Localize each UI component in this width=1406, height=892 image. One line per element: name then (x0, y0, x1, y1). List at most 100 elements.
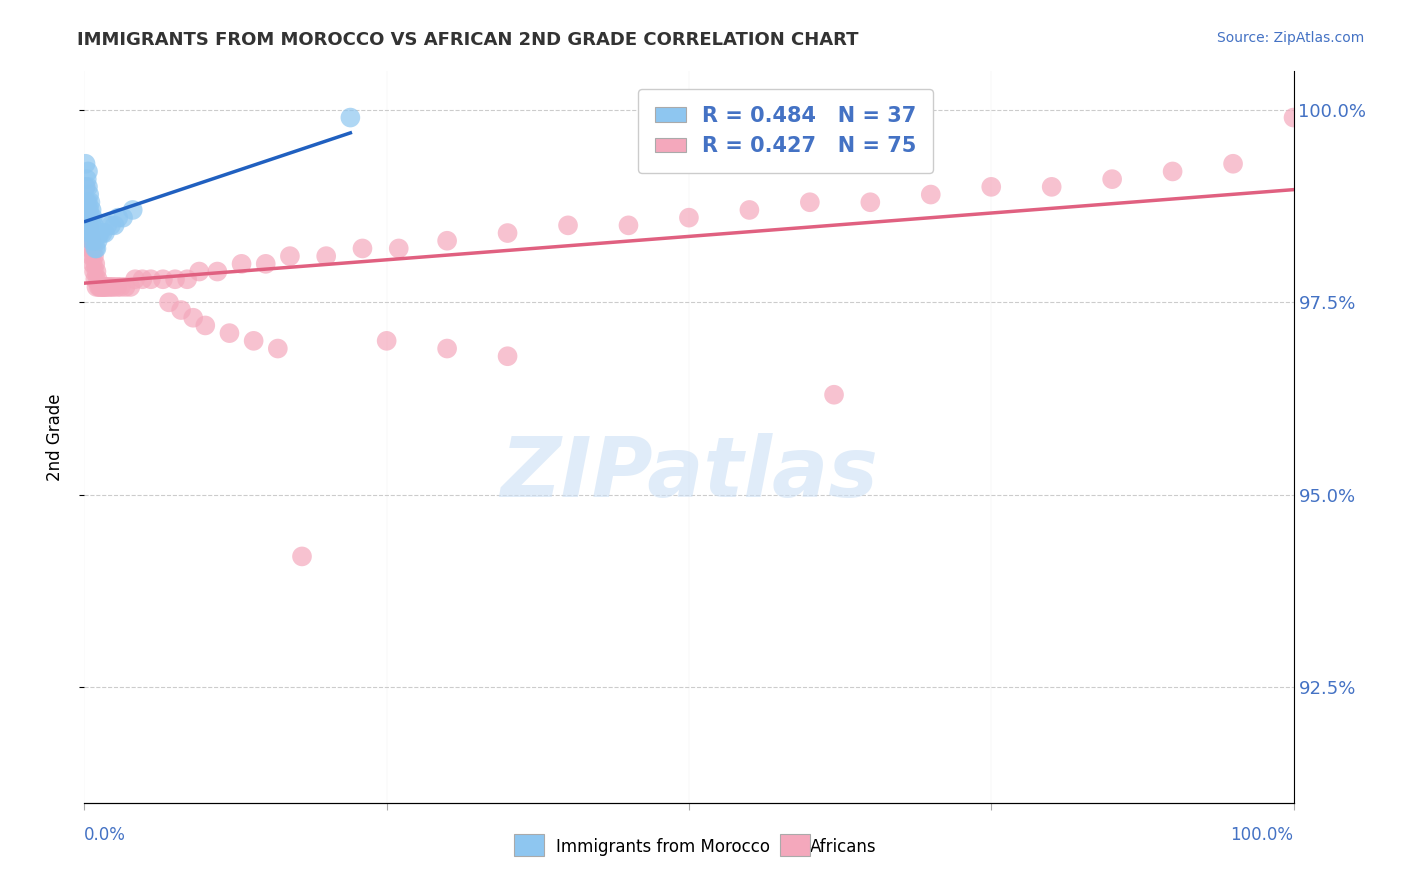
Text: 0.0%: 0.0% (84, 826, 127, 844)
Point (97, 280, 120, 294)
Point (107, 211, 129, 225)
Point (278, 249, 301, 263)
Point (80, 234, 103, 248)
Point (557, 219, 579, 233)
Y-axis label: 2nd Grade: 2nd Grade (45, 393, 63, 481)
Point (91, 280, 114, 294)
Point (77, 179, 100, 194)
Legend: R = 0.484   N = 37, R = 0.427   N = 75: R = 0.484 N = 37, R = 0.427 N = 75 (638, 89, 934, 173)
Point (181, 310, 204, 325)
Point (90, 280, 112, 294)
Point (104, 219, 127, 233)
Point (94, 226, 117, 240)
Point (112, 211, 135, 225)
Point (75, 202, 97, 217)
Point (83, 219, 105, 233)
Point (291, 549, 314, 564)
Point (79, 226, 101, 240)
Point (86, 272, 108, 286)
Point (82, 211, 104, 225)
Point (105, 280, 128, 294)
Point (170, 303, 193, 318)
Point (103, 280, 125, 294)
Point (83, 264, 105, 278)
Point (194, 318, 217, 333)
Point (114, 280, 136, 294)
Point (75, 179, 97, 194)
Point (100, 280, 122, 294)
Point (82, 257, 104, 271)
Point (79, 242, 101, 256)
Point (1161, 164, 1184, 178)
Point (617, 219, 640, 233)
Point (80, 219, 103, 233)
Point (83, 249, 105, 263)
Point (176, 272, 198, 286)
Point (86, 234, 108, 248)
Point (678, 211, 700, 225)
Point (76, 219, 98, 233)
Point (1040, 179, 1063, 194)
Point (76, 172, 98, 186)
Point (231, 257, 253, 271)
Point (859, 195, 882, 210)
Text: Source: ZipAtlas.com: Source: ZipAtlas.com (1216, 31, 1364, 45)
Point (157, 295, 180, 310)
FancyBboxPatch shape (780, 834, 810, 856)
Point (823, 388, 845, 402)
Point (242, 334, 264, 348)
Point (75, 179, 97, 194)
Point (77, 219, 100, 233)
Point (80, 234, 103, 248)
Point (79, 226, 101, 240)
Point (80, 249, 103, 263)
Point (436, 234, 458, 248)
Text: Africans: Africans (810, 838, 876, 855)
Point (87, 280, 110, 294)
Text: Immigrants from Morocco: Immigrants from Morocco (555, 838, 770, 855)
Point (79, 211, 101, 225)
Point (207, 264, 229, 278)
Point (188, 264, 211, 278)
Point (84, 226, 107, 240)
Point (77, 202, 100, 217)
Point (80, 202, 103, 217)
Point (352, 242, 374, 256)
Point (89, 280, 111, 294)
Point (375, 334, 398, 348)
Point (218, 326, 240, 340)
Point (77, 219, 100, 233)
Text: ZIPatlas: ZIPatlas (501, 434, 877, 514)
Point (86, 264, 108, 278)
Point (980, 179, 1002, 194)
Point (86, 242, 108, 256)
Point (388, 242, 411, 256)
Point (89, 226, 111, 240)
Point (93, 280, 115, 294)
Point (77, 164, 100, 178)
Point (76, 195, 98, 210)
Point (1282, 111, 1305, 125)
Point (94, 280, 117, 294)
Point (75, 157, 97, 171)
Point (496, 349, 519, 363)
Point (94, 280, 117, 294)
Point (121, 202, 143, 217)
Point (76, 195, 98, 210)
Point (120, 280, 142, 294)
Point (738, 202, 761, 217)
Point (77, 219, 100, 233)
Point (1222, 157, 1244, 171)
Point (799, 195, 821, 210)
Point (86, 226, 108, 240)
Point (84, 242, 107, 256)
Point (77, 195, 100, 210)
Point (86, 280, 108, 294)
Point (87, 226, 110, 240)
Point (91, 226, 114, 240)
Point (339, 111, 361, 125)
Point (79, 195, 101, 210)
FancyBboxPatch shape (513, 834, 544, 856)
Point (77, 226, 100, 240)
Point (82, 242, 104, 256)
